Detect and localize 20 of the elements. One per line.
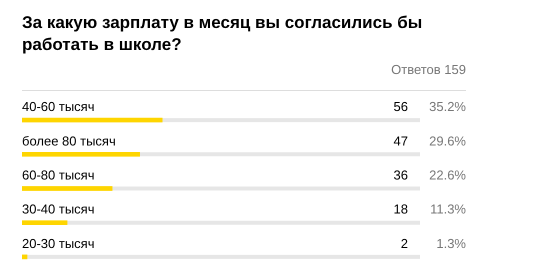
text: 1.3% [436, 236, 466, 251]
y-tick-label: 20-30 тысяч [22, 236, 94, 251]
bar [22, 186, 112, 191]
chart-title: За какую зарплату в месяц вы согласились бы работать в школе? [22, 12, 424, 56]
data-label: 56 [394, 99, 408, 114]
bar [22, 220, 68, 226]
data-label: 47 [394, 133, 408, 148]
text: 11.3% [430, 202, 466, 217]
bar [22, 254, 28, 260]
y-tick-label: 60-80 тысяч [22, 168, 94, 182]
text: 35.2% [429, 99, 466, 114]
data-label: 36 [394, 168, 408, 182]
text: 29.6% [429, 133, 466, 148]
text: 22.6% [429, 168, 466, 182]
y-tick-label: 30-40 тысяч [22, 202, 94, 217]
y-tick-label: более 80 тысяч [22, 133, 116, 148]
data-label: 18 [394, 202, 408, 217]
text: Ответов 159 [391, 62, 466, 77]
y-tick-label: 40-60 тысяч [22, 99, 94, 114]
data-label: 2 [400, 236, 408, 251]
